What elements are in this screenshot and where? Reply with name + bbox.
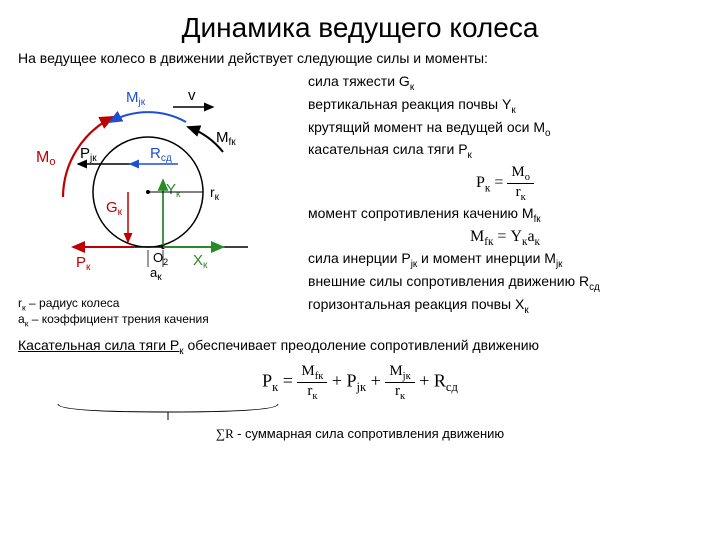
svg-text:Pк: Pк	[76, 254, 91, 273]
svg-text:ак: ак	[150, 265, 162, 283]
description-list: сила тяжести Gк вертикальная реакция поч…	[308, 72, 702, 329]
svg-text:Pjк: Pjк	[80, 145, 97, 164]
svg-text:Mfк: Mfк	[216, 129, 236, 148]
svg-text:Mjк: Mjк	[126, 89, 146, 108]
intro-text: На ведущее колесо в движении действует с…	[18, 50, 702, 66]
bottom-text: Касательная сила тяги Pк обеспечивает пр…	[18, 337, 702, 357]
svg-text:Yк: Yк	[166, 181, 181, 200]
diagram-area: Mо Mjк v Mfк Pjк Rсд Gк Yк rк Pк O2 ак X…	[18, 72, 298, 329]
wheel-diagram: Mо Mjк v Mfк Pjк Rсд Gк Yк rк Pк O2 ак X…	[18, 72, 288, 292]
svg-text:v: v	[188, 87, 196, 104]
svg-text:rк: rк	[210, 184, 220, 203]
svg-text:Rсд: Rсд	[150, 145, 172, 164]
svg-text:Mо: Mо	[36, 149, 55, 168]
formula-pk: Pк = Mоrк	[308, 164, 702, 203]
page-title: Динамика ведущего колеса	[18, 12, 702, 44]
svg-text:Xк: Xк	[193, 252, 208, 271]
formula-mfk: Mfк = Yкaк	[308, 228, 702, 248]
sum-formula: Pк = Mfкrк + Pjк + Mjкrк + Rсд ∑R - сумм…	[18, 363, 702, 442]
diagram-notes: rк – радиус колеса ак – коэффициент трен…	[18, 296, 298, 329]
svg-text:Gк: Gк	[106, 199, 123, 218]
